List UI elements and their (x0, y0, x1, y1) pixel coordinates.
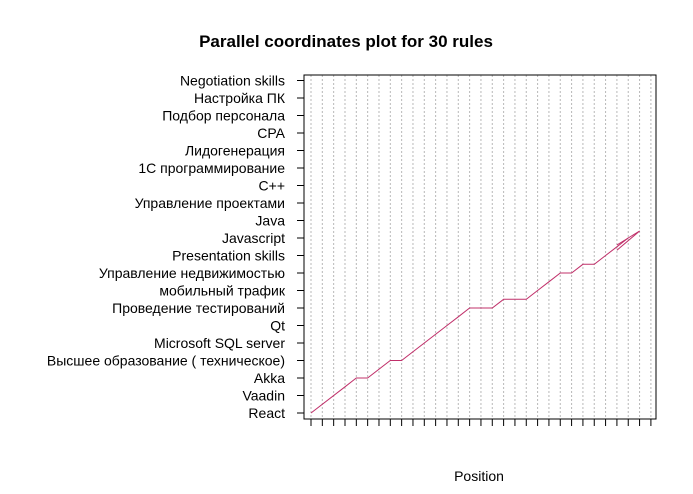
y-tick-label: Javascript (222, 230, 285, 246)
rule-line (310, 237, 629, 414)
rule-lines (310, 230, 640, 414)
y-tick-label: Negotiation skills (180, 73, 285, 89)
y-tick-label: Лидогенерация (185, 143, 285, 159)
y-tick-label: Microsoft SQL server (154, 335, 285, 351)
grid (310, 75, 652, 419)
y-tick-label: Управление недвижимостью (99, 265, 285, 281)
y-tick-label: Проведение тестирований (112, 300, 285, 316)
rule-line (616, 230, 640, 251)
y-tick-label: Настройка ПК (194, 90, 286, 106)
y-tick-label: Presentation skills (172, 248, 285, 264)
y-tick-label: Подбор персонала (162, 108, 285, 124)
y-tick-label: Qt (270, 318, 285, 334)
y-tick-label: Vaadin (242, 388, 285, 404)
y-tick-label: 1С программирование (138, 160, 285, 176)
y-tick-label: Высшее образование ( техническое) (47, 353, 285, 369)
x-axis-label: Position (454, 468, 504, 484)
y-tick-label: C++ (259, 178, 285, 194)
plot-frame (303, 74, 657, 420)
y-tick-label: Akka (254, 370, 285, 386)
y-tick-label: мобильный трафик (159, 283, 286, 299)
x-ticks (310, 419, 652, 426)
y-tick-label: Управление проектами (135, 195, 285, 211)
y-tick-label: CPA (257, 125, 285, 141)
chart-title: Parallel coordinates plot for 30 rules (199, 32, 493, 51)
y-tick-label: React (248, 405, 285, 421)
y-tick-label: Java (255, 213, 285, 229)
rule-line (616, 230, 640, 246)
